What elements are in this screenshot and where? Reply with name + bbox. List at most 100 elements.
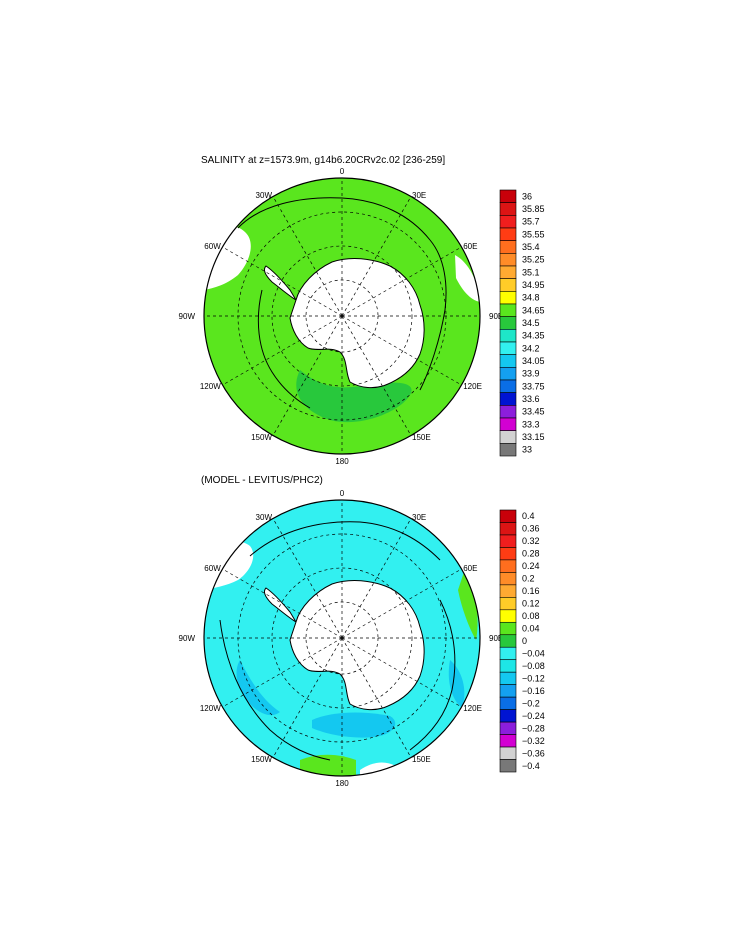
colorbar-label: 0.24 xyxy=(522,561,540,571)
colorbar-label: 34.2 xyxy=(522,343,540,353)
colorbar-swatch xyxy=(499,392,517,406)
salinity-contour-line xyxy=(237,197,447,391)
salinity-contour-line xyxy=(257,289,311,409)
colorbar-swatch xyxy=(499,534,517,548)
salinity-meridians xyxy=(204,178,480,454)
colorbar-label: 34.95 xyxy=(522,280,545,290)
colorbar-label: 35.25 xyxy=(522,255,545,265)
meridian-line xyxy=(341,518,412,639)
colorbar-swatch xyxy=(499,291,517,305)
difference-longitude-labels: 0 30E 60E 90E 120E 150E 180 150W 120W 90W 60W 30W xyxy=(179,489,504,788)
colorbar-label: 35.4 xyxy=(522,242,540,252)
colorbar-label: −0.04 xyxy=(522,648,545,658)
colorbar-swatch xyxy=(499,609,517,623)
difference-negative-patch xyxy=(236,660,280,716)
colorbar-label: 0.08 xyxy=(522,611,540,621)
colorbar-label: −0.24 xyxy=(522,711,545,721)
colorbar-label: 0.04 xyxy=(522,624,540,634)
meridian-line xyxy=(222,246,343,317)
longitude-label: 60E xyxy=(463,564,477,573)
longitude-label: 30W xyxy=(256,513,273,522)
colorbar-swatch xyxy=(499,621,517,636)
colorbar-swatch xyxy=(499,734,517,748)
longitude-label: 0 xyxy=(340,489,345,498)
meridian-line xyxy=(341,246,462,317)
colorbar-swatch xyxy=(499,696,517,710)
colorbar-swatch xyxy=(499,559,517,573)
longitude-label: 120W xyxy=(200,704,221,713)
longitude-label: 150W xyxy=(251,433,272,442)
colorbar-label: 0.12 xyxy=(522,599,540,609)
longitude-label: 60E xyxy=(463,242,477,251)
longitude-label: 150W xyxy=(251,755,272,764)
colorbar-label: 33.6 xyxy=(522,394,540,404)
colorbar-label: 0.28 xyxy=(522,549,540,559)
colorbar-label: 35.1 xyxy=(522,267,540,277)
colorbar-swatch xyxy=(499,584,517,598)
salinity-map: 0 30E 60E 90E 120E 150E 180 150W 120W 90W 60W 30W xyxy=(179,167,504,466)
meridian-line xyxy=(272,518,343,639)
colorbar-swatch xyxy=(499,316,517,330)
colorbar-swatch xyxy=(499,253,517,267)
colorbar-label: −0.12 xyxy=(522,673,545,683)
salinity-nodata-pacific xyxy=(380,448,426,454)
colorbar-label: −0.16 xyxy=(522,686,545,696)
colorbar-swatch xyxy=(499,547,517,561)
colorbar-swatch xyxy=(499,189,517,203)
colorbar-label: −0.2 xyxy=(522,698,540,708)
colorbar-swatch xyxy=(499,303,517,317)
longitude-label: 0 xyxy=(340,167,345,176)
colorbar-label: 0 xyxy=(522,636,527,646)
colorbar-swatch xyxy=(499,572,517,586)
colorbar-label: −0.36 xyxy=(522,748,545,758)
difference-contour-line xyxy=(249,521,441,561)
difference-map-border xyxy=(203,499,481,777)
colorbar-swatch xyxy=(499,405,517,419)
longitude-label: 90W xyxy=(179,312,196,321)
salinity-map-border xyxy=(203,177,481,455)
colorbar-swatch xyxy=(499,278,517,292)
meridian-line xyxy=(222,315,343,386)
longitude-label: 60W xyxy=(204,564,221,573)
colorbar-label: 33.15 xyxy=(522,432,545,442)
difference-contour-line xyxy=(409,599,456,751)
colorbar-label: 0.32 xyxy=(522,536,540,546)
meridian-line xyxy=(272,637,343,758)
colorbar-label: 34.8 xyxy=(522,293,540,303)
meridian-line xyxy=(341,637,462,708)
meridian-line xyxy=(341,196,412,317)
colorbar-swatch xyxy=(499,227,517,241)
colorbar-swatch xyxy=(499,634,517,648)
meridian-line xyxy=(222,568,343,639)
colorbar-swatch xyxy=(499,759,517,773)
colorbar-swatch xyxy=(499,202,517,216)
colorbar-swatch xyxy=(499,265,517,279)
difference-colorbar: 0.4 0.36 0.32 0.28 0.24 0.2 0.16 0.12 0.08 0.04 0 −… xyxy=(499,509,545,773)
colorbar-label: 34.35 xyxy=(522,331,545,341)
colorbar-label: 34.05 xyxy=(522,356,545,366)
colorbar-label: 35.85 xyxy=(522,204,545,214)
colorbar-swatch xyxy=(499,240,517,254)
colorbar-label: 34.5 xyxy=(522,318,540,328)
meridian-line xyxy=(222,637,343,708)
longitude-label: 30E xyxy=(412,513,426,522)
colorbar-swatch xyxy=(499,329,517,343)
meridian-line xyxy=(341,315,412,436)
colorbar-swatch xyxy=(499,522,517,536)
difference-contour-line xyxy=(219,619,331,761)
colorbar-label: 35.7 xyxy=(522,217,540,227)
longitude-label: 120E xyxy=(463,704,482,713)
difference-negative-patch xyxy=(448,660,465,708)
difference-panel-title: (MODEL - LEVITUS/PHC2) xyxy=(201,475,323,486)
colorbar-label: 33.3 xyxy=(522,419,540,429)
colorbar-swatch xyxy=(499,746,517,760)
longitude-label: 90W xyxy=(179,634,196,643)
colorbar-swatch xyxy=(499,684,517,698)
colorbar-swatch xyxy=(499,417,517,431)
longitude-label: 90E xyxy=(489,312,503,321)
longitude-label: 180 xyxy=(335,779,349,788)
meridian-line xyxy=(341,315,462,386)
colorbar-label: −0.08 xyxy=(522,661,545,671)
difference-positive-region xyxy=(300,754,356,776)
